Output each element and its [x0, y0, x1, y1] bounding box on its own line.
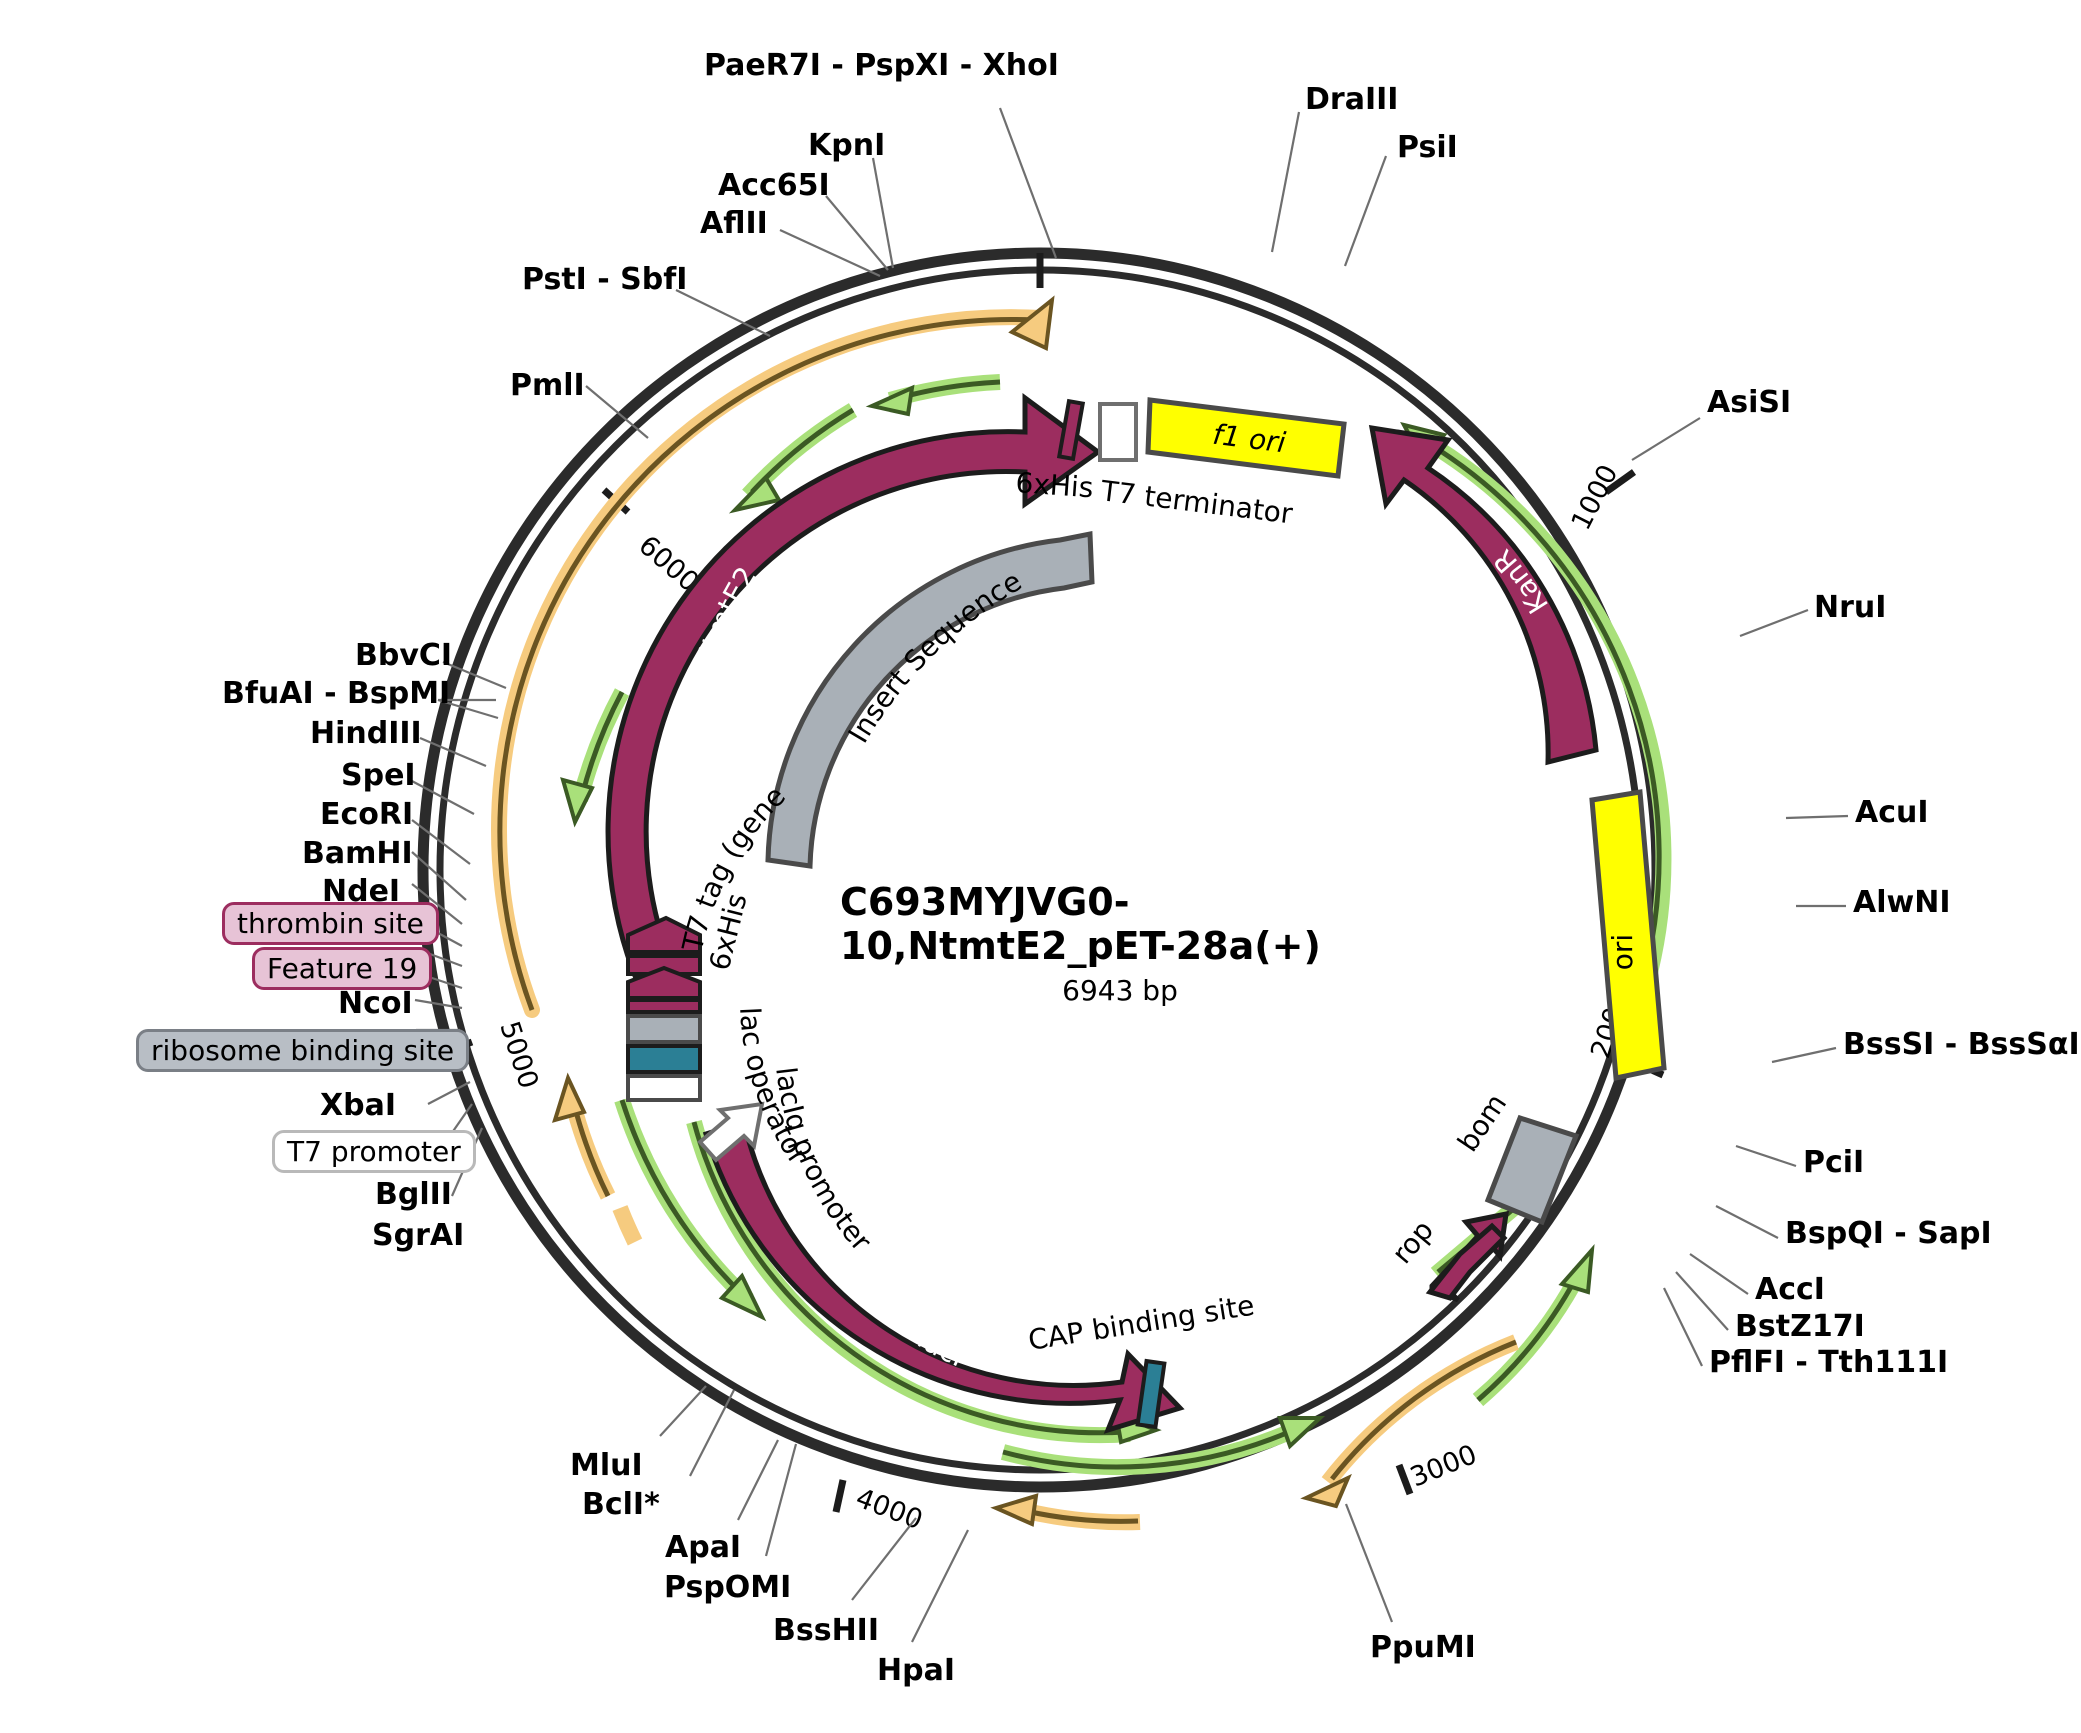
enzyme-label-psti-sbfi[interactable]: PstI - SbfI: [522, 262, 688, 297]
enzyme-label-pflfi-tth111i[interactable]: PflFI - Tth111I: [1709, 1345, 1949, 1380]
enzyme-label-hindiii[interactable]: HindIII: [310, 716, 422, 751]
enzyme-label-acc65i[interactable]: Acc65I: [718, 168, 830, 203]
green-arc-3: [560, 688, 630, 828]
orange-arc-lower-left-2: [612, 1205, 643, 1246]
green-arc-bottom: [1000, 1416, 1326, 1476]
enzyme-label-pcii[interactable]: PciI: [1803, 1145, 1865, 1180]
green-arc-bottom-right: [1472, 1244, 1595, 1407]
orange-arc-bottom-right: [1300, 1334, 1519, 1509]
enzyme-label-nrui[interactable]: NruI: [1814, 590, 1887, 625]
tick-label-1000: 1000: [1566, 460, 1625, 535]
enzyme-label-sgrai[interactable]: SgrAI: [372, 1218, 465, 1253]
orange-arc-bottom: [990, 1493, 1141, 1531]
feature-laciq-promoter[interactable]: [697, 1101, 765, 1163]
enzyme-label-bglii[interactable]: BglII: [375, 1177, 452, 1212]
enzyme-label-ecori[interactable]: EcoRI: [320, 797, 414, 832]
enzyme-label-bamhi[interactable]: BamHI: [302, 836, 413, 871]
plasmid-size-label: 6943 bp: [1062, 974, 1178, 1007]
enzyme-label-draiii[interactable]: DraIII: [1305, 82, 1399, 117]
boxed-label-t7-promoter[interactable]: T7 promoter: [272, 1130, 476, 1173]
feature-label-6xhis-top: 6xHis: [1015, 466, 1095, 504]
enzyme-label-pmli[interactable]: PmlI: [510, 368, 585, 403]
tick-label-4000: 4000: [851, 1483, 926, 1537]
feature-label-t7-terminator: T7 terminator: [1098, 474, 1295, 530]
orange-arc-upper-left: [491, 295, 1055, 1018]
green-arc-2: [728, 403, 858, 514]
boxed-label-ribosome-binding-site[interactable]: ribosome binding site: [136, 1029, 470, 1072]
enzyme-label-aflii[interactable]: AflII: [700, 206, 768, 241]
enzyme-label-bbvci[interactable]: BbvCI: [355, 638, 453, 673]
feature-arc-group: [491, 295, 1672, 1531]
enzyme-label-paer7i-pspxi-xhoi[interactable]: PaeR7I - PspXI - XhoI: [704, 48, 1059, 83]
enzyme-label-spei[interactable]: SpeI: [341, 758, 416, 793]
enzyme-label-psii[interactable]: PsiI: [1397, 130, 1458, 165]
feature-insert-sequence[interactable]: [765, 530, 1095, 869]
mcs-feature-stack[interactable]: [626, 915, 702, 1102]
feature-6xhis-top[interactable]: [1056, 398, 1086, 462]
enzyme-label-bcli[interactable]: BclI*: [582, 1487, 660, 1522]
enzyme-label-hpai[interactable]: HpaI: [877, 1653, 955, 1688]
tick-label-3000: 3000: [1406, 1439, 1481, 1493]
feature-rop[interactable]: [1425, 1210, 1509, 1303]
feature-ori[interactable]: [1589, 789, 1667, 1082]
green-arc-1: [865, 374, 1001, 417]
enzyme-label-bsshii[interactable]: BssHII: [773, 1613, 880, 1648]
enzyme-label-asisi[interactable]: AsiSI: [1707, 385, 1792, 420]
green-arc-laci-outer: [614, 1097, 767, 1322]
feature-bom[interactable]: [1484, 1114, 1580, 1226]
enzyme-label-pspomi[interactable]: PspOMI: [664, 1570, 792, 1605]
feature-kanr[interactable]: [1368, 424, 1599, 766]
enzyme-label-ncoi[interactable]: NcoI: [338, 986, 413, 1021]
enzyme-label-ppumi[interactable]: PpuMI: [1370, 1630, 1476, 1665]
plasmid-title-block: C693MYJVG0-10,NtmtE2_pET-28a(+) 6943 bp: [840, 880, 1460, 1007]
tick-label-5000: 5000: [493, 1018, 544, 1093]
feature-label-cap-binding-site: CAP binding site: [1026, 1289, 1257, 1357]
feature-label-rop: rop: [1385, 1214, 1440, 1270]
enzyme-label-bstz17i[interactable]: BstZ17I: [1735, 1309, 1865, 1344]
enzyme-label-xbai[interactable]: XbaI: [320, 1088, 397, 1123]
enzyme-label-bsssi-bsssai[interactable]: BssSI - BssSαI: [1843, 1027, 2080, 1062]
feature-t7-terminator[interactable]: [1098, 402, 1138, 462]
enzyme-label-bfuai-bspmi[interactable]: BfuAI - BspMI: [222, 676, 451, 711]
orange-arc-lower-left-1: [552, 1072, 616, 1200]
feature-f1-ori[interactable]: [1145, 397, 1347, 479]
boxed-label-thrombin-site[interactable]: thrombin site: [222, 902, 439, 945]
feature-label-bom: bom: [1451, 1088, 1513, 1158]
enzyme-label-mlui[interactable]: MluI: [570, 1448, 643, 1483]
page-title: C693MYJVG0-10,NtmtE2_pET-28a(+): [840, 880, 1321, 968]
enzyme-label-apai[interactable]: ApaI: [665, 1530, 742, 1565]
enzyme-label-acci[interactable]: AccI: [1755, 1272, 1825, 1307]
enzyme-label-bspqi-sapi[interactable]: BspQI - SapI: [1785, 1216, 1992, 1251]
feature-cap-binding-site[interactable]: [1135, 1358, 1167, 1430]
enzyme-label-alwni[interactable]: AlwNI: [1853, 885, 1951, 920]
enzyme-label-kpni[interactable]: KpnI: [808, 128, 886, 163]
boxed-label-feature-19[interactable]: Feature 19: [252, 947, 433, 990]
enzyme-label-acui[interactable]: AcuI: [1855, 795, 1929, 830]
feature-label-ori: ori: [1606, 934, 1639, 970]
